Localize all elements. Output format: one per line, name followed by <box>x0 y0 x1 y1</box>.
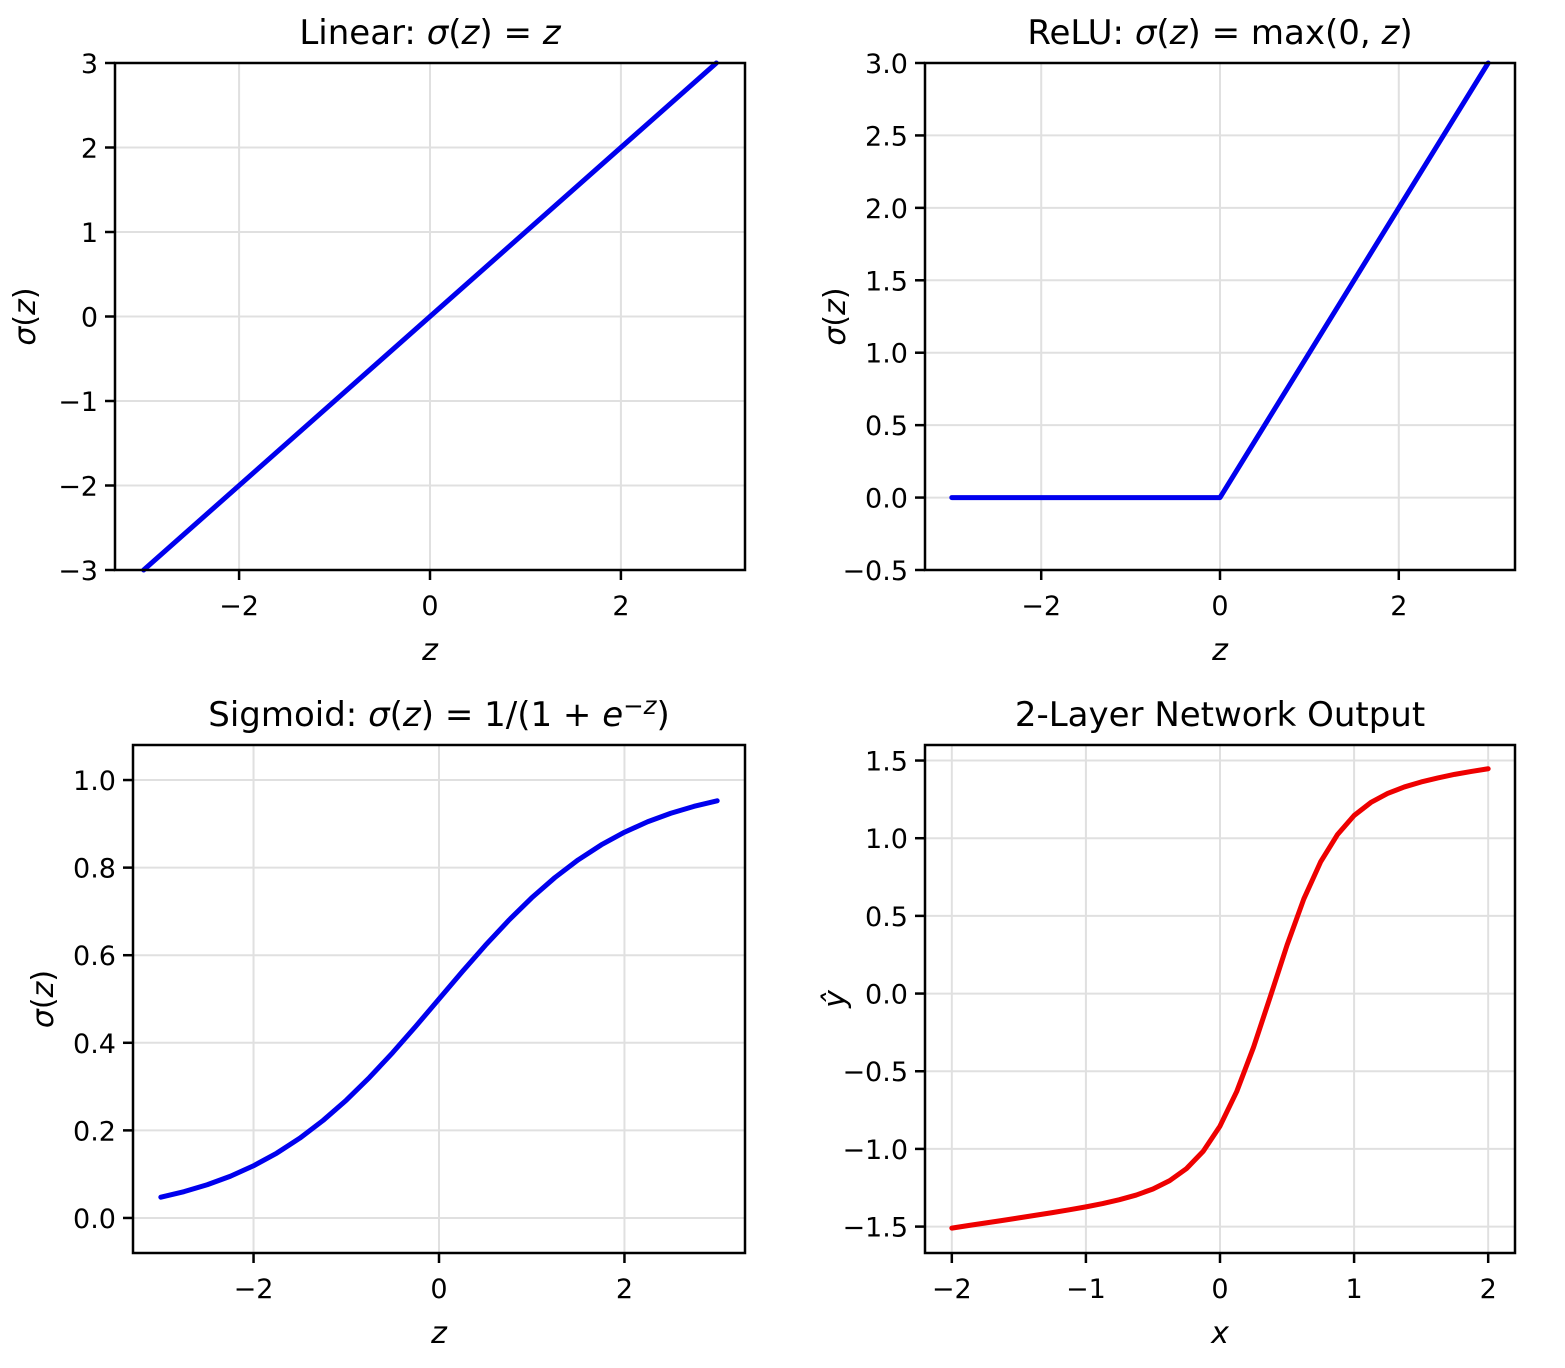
y-tick-label: 0.6 <box>73 941 116 972</box>
y-tick-label: 2 <box>81 134 98 165</box>
series-line-sigmoid <box>158 798 720 1200</box>
y-tick-label: 0.5 <box>865 902 908 933</box>
y-tick-label: −3 <box>58 556 98 587</box>
chart-title: 2-Layer Network Output <box>1015 695 1425 735</box>
y-tick-label: 0.5 <box>865 411 908 442</box>
y-tick-label: 0.2 <box>73 1116 116 1147</box>
y-tick-label: 0.8 <box>73 854 116 885</box>
x-tick-label: 0 <box>1211 1274 1228 1305</box>
plot-background <box>782 684 1565 1368</box>
y-tick-label: −0.5 <box>842 1057 908 1088</box>
series-line-linear <box>141 60 719 573</box>
y-tick-label: 1.0 <box>865 339 908 370</box>
y-tick-label: 0 <box>81 303 98 334</box>
y-tick-label: −1.5 <box>842 1213 908 1244</box>
y-tick-label: 0.0 <box>73 1204 116 1235</box>
subplot-sigmoid: −2 0 2 1.0 0.8 0.6 0.4 0.2 0.0 Sigmoid: σ(z) = 1/… <box>0 684 782 1368</box>
plot-background <box>0 684 782 1368</box>
linear-chart: −2 0 2 3 2 1 0 −1 −2 −3 Linear: σ(z) = z z σ(z) <box>0 0 782 684</box>
sigmoid-chart: −2 0 2 1.0 0.8 0.6 0.4 0.2 0.0 Sigmoid: σ(z) = 1/… <box>0 684 782 1368</box>
x-tick-label: −2 <box>932 1274 972 1305</box>
y-tick-label: 1 <box>81 218 98 249</box>
y-tick-label: −1 <box>58 387 98 418</box>
y-axis-label: σ(z) <box>818 287 853 345</box>
x-axis-label: x <box>1210 1316 1229 1351</box>
chart-title: Linear: σ(z) = z <box>299 13 561 53</box>
y-tick-label: −2 <box>58 472 98 503</box>
y-tick-label: 3.0 <box>865 49 908 80</box>
x-tick-label: 0 <box>430 1274 447 1305</box>
y-tick-label: 2.0 <box>865 194 908 225</box>
subplot-relu: −2 0 2 3.0 2.5 2.0 1.5 1.0 0.5 0.0 −0.5 ReLU: σ(z) … <box>782 0 1565 684</box>
x-tick-label: 2 <box>1480 1274 1497 1305</box>
x-tick-label: 1 <box>1345 1274 1362 1305</box>
x-tick-label: 2 <box>1390 591 1407 622</box>
series-line-network-output <box>949 766 1491 1231</box>
subplot-network-output: −2 −1 0 1 2 1.5 1.0 0.5 0.0 −0.5 −1.0 −1.5 2-Layer N… <box>782 684 1565 1368</box>
chart-title: ReLU: σ(z) = max(0, z) <box>1027 13 1412 53</box>
x-tick-label: 2 <box>612 591 629 622</box>
y-tick-label: 0.0 <box>865 484 908 515</box>
y-tick-label: 1.0 <box>73 766 116 797</box>
plot-background <box>0 0 782 684</box>
x-tick-label: −2 <box>219 591 259 622</box>
x-axis-label: z <box>1211 633 1229 668</box>
x-axis-label: z <box>421 633 439 668</box>
y-tick-label: 1.5 <box>865 266 908 297</box>
y-tick-label: −0.5 <box>842 556 908 587</box>
x-tick-label: 0 <box>421 591 438 622</box>
x-tick-label: 2 <box>616 1274 633 1305</box>
y-axis-label: σ(z) <box>8 287 43 345</box>
relu-chart: −2 0 2 3.0 2.5 2.0 1.5 1.0 0.5 0.0 −0.5 ReLU: σ(z) … <box>782 0 1565 684</box>
y-tick-label: 0.0 <box>865 980 908 1011</box>
y-tick-label: −1.0 <box>842 1135 908 1166</box>
network-output-chart: −2 −1 0 1 2 1.5 1.0 0.5 0.0 −0.5 −1.0 −1.5 2-Layer N… <box>782 684 1565 1368</box>
y-tick-label: 3 <box>81 49 98 80</box>
x-tick-label: −2 <box>234 1274 274 1305</box>
subplot-linear: −2 0 2 3 2 1 0 −1 −2 −3 Linear: σ(z) = z z σ(z) <box>0 0 782 684</box>
y-axis-label: σ(z) <box>26 970 61 1028</box>
x-axis-label: z <box>430 1316 448 1351</box>
y-tick-label: 0.4 <box>73 1029 116 1060</box>
y-axis-label: ŷ <box>818 989 853 1009</box>
x-tick-label: 0 <box>1211 591 1228 622</box>
x-tick-label: −1 <box>1066 1274 1106 1305</box>
chart-title: Sigmoid: σ(z) = 1/(1 + e−z) <box>208 691 670 735</box>
y-tick-label: 1.0 <box>865 824 908 855</box>
series-line-relu <box>949 60 1491 501</box>
y-tick-label: 1.5 <box>865 747 908 778</box>
y-tick-label: 2.5 <box>865 121 908 152</box>
x-tick-label: −2 <box>1021 591 1061 622</box>
